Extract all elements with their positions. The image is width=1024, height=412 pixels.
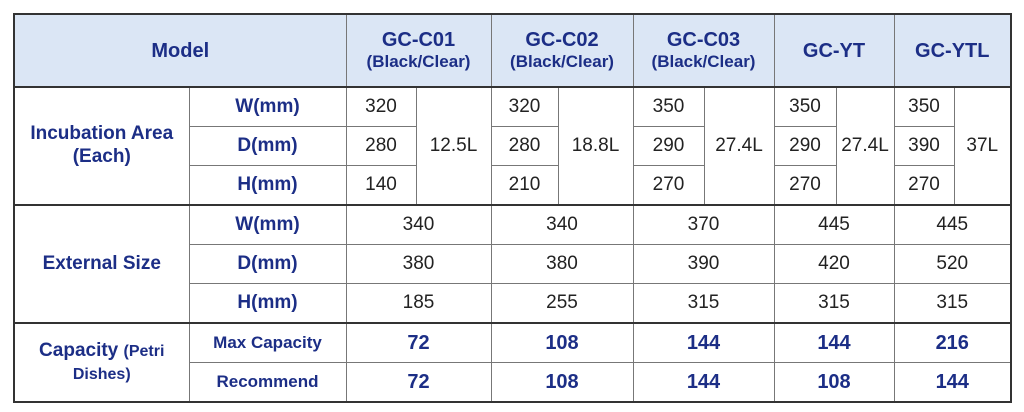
data-row: External Size W(mm) 340 340 370 445 445 — [13, 204, 1012, 324]
section-title: Incubation Area (Each) — [30, 123, 174, 167]
dimension-value: 420 — [773, 244, 895, 284]
model-name: GC-YTL — [915, 39, 990, 62]
dimension-value: 520 — [893, 244, 1012, 284]
model-name-cell: GC-YTL — [893, 13, 1012, 88]
row-label: H(mm) — [188, 283, 347, 324]
volume-value: 27.4L — [703, 86, 775, 206]
dimension-value: 320 — [345, 86, 417, 127]
table-body: Model GC-C01 (Black/Clear) GC-C02 (Black/Cle… — [13, 13, 1012, 403]
data-row: H(mm) 140 210 270 270 270 — [14, 165, 1011, 206]
row-label: Max Capacity — [188, 322, 347, 363]
dimension-value: 445 — [773, 204, 895, 245]
row-label: D(mm) — [188, 244, 347, 284]
dimension-value: 270 — [632, 165, 705, 206]
row-label: H(mm) — [188, 165, 347, 206]
volume-value: 27.4L — [835, 86, 895, 206]
model-name: GC-C02 — [525, 29, 599, 52]
model-name: GC-C01 — [381, 29, 456, 52]
dimension-value: 280 — [490, 126, 559, 166]
dimension-value: 255 — [490, 283, 634, 324]
dimension-value: 140 — [345, 165, 417, 206]
dimension-value: 320 — [490, 86, 559, 127]
header-row: Model GC-C01 (Black/Clear) GC-C02 (Black/Cle… — [13, 13, 1012, 88]
row-label: D(mm) — [188, 126, 347, 166]
dimension-value: 185 — [345, 283, 492, 324]
dimension-value: 270 — [773, 165, 837, 206]
dimension-value: 380 — [345, 244, 492, 284]
section-label: Incubation Area (Each) — [13, 86, 190, 206]
dimension-value: 210 — [490, 165, 559, 206]
model-name-cell: GC-C03 (Black/Clear) — [632, 13, 775, 88]
data-row: H(mm) 185 255 315 315 315 — [14, 283, 1012, 324]
model-variant: (Black/Clear) — [510, 52, 614, 72]
volume-value: 37L — [953, 86, 1012, 206]
model-name: GC-YT — [802, 39, 866, 62]
capacity-value: 144 — [773, 322, 895, 363]
dimension-value: 290 — [632, 126, 705, 166]
data-row: D(mm) 280 280 290 290 390 — [14, 126, 1011, 166]
dimension-value: 280 — [345, 126, 417, 166]
capacity-value: 108 — [490, 362, 634, 403]
row-label: W(mm) — [188, 86, 347, 127]
model-name-cell: GC-YT — [773, 13, 895, 88]
dimension-value: 290 — [773, 126, 837, 166]
volume-value: 18.8L — [557, 86, 634, 206]
data-row: Recommend 72 108 144 108 144 — [14, 362, 1012, 403]
dimension-value: 315 — [773, 283, 895, 324]
spec-table: Model GC-C01 (Black/Clear) GC-C02 (Black/Cle… — [13, 13, 1012, 403]
data-row: Incubation Area (Each) W(mm) 320 12.5L 320 18… — [13, 86, 1012, 206]
data-row: Capacity (Petri Dishes) Max Capacity 72 108… — [13, 322, 1012, 403]
dimension-value: 340 — [345, 204, 492, 245]
model-header: Model — [13, 13, 347, 88]
dimension-value: 370 — [632, 204, 775, 245]
dimension-value: 390 — [893, 126, 955, 166]
dimension-value: 390 — [632, 244, 775, 284]
section-note: (Petri Dishes) — [72, 342, 165, 383]
model-name: GC-C03 — [666, 29, 741, 52]
capacity-value: 72 — [345, 362, 492, 403]
dimension-value: 445 — [893, 204, 1012, 245]
capacity-value: 108 — [490, 322, 634, 363]
section-title: Capacity — [39, 339, 119, 361]
model-name-cell: GC-C01 (Black/Clear) — [345, 13, 492, 88]
dimension-value: 350 — [773, 86, 837, 127]
capacity-value: 72 — [345, 322, 492, 363]
section-title: External Size — [42, 252, 161, 274]
section-label: Capacity (Petri Dishes) — [13, 322, 190, 403]
capacity-value: 144 — [893, 362, 1012, 403]
row-label: W(mm) — [188, 204, 347, 245]
row-label: Recommend — [188, 362, 347, 403]
section-label: External Size — [13, 204, 190, 324]
capacity-value: 144 — [632, 362, 775, 403]
dimension-value: 380 — [490, 244, 634, 284]
dimension-value: 350 — [893, 86, 955, 127]
data-row: D(mm) 380 380 390 420 520 — [14, 244, 1012, 284]
volume-value: 12.5L — [415, 86, 492, 206]
dimension-value: 315 — [893, 283, 1012, 324]
capacity-value: 108 — [773, 362, 895, 403]
dimension-value: 350 — [632, 86, 705, 127]
dimension-value: 315 — [632, 283, 775, 324]
model-name-cell: GC-C02 (Black/Clear) — [490, 13, 634, 88]
capacity-value: 144 — [632, 322, 775, 363]
dimension-value: 270 — [893, 165, 955, 206]
model-variant: (Black/Clear) — [651, 52, 756, 72]
model-variant: (Black/Clear) — [366, 52, 471, 72]
capacity-value: 216 — [893, 322, 1012, 363]
dimension-value: 340 — [490, 204, 634, 245]
